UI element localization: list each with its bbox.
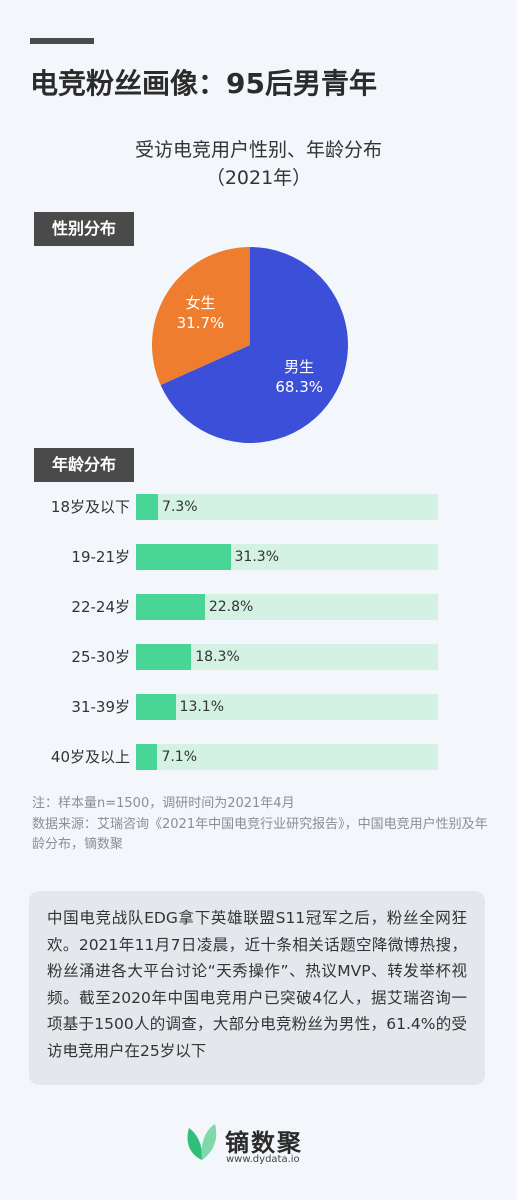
age-category-label: 18岁及以下 [50,498,130,516]
gender-section-tag: 性别分布 [34,212,134,246]
age-value-label: 22.8% [208,599,254,615]
pie-label-value: 68.3% [275,377,323,396]
age-category-label: 31-39岁 [71,698,130,716]
age-bar-track [136,594,438,620]
age-bar [136,544,231,570]
age-bar-track [136,644,438,670]
age-bar [136,744,158,770]
description-text: 中国电竞战队EDG拿下英雄联盟S11冠军之后，粉丝全网狂欢。2021年11月7日… [47,909,467,1060]
title-accent-bar [30,38,94,44]
age-bar-row: 18岁及以下 7.3% [0,494,517,520]
age-category-label: 40岁及以上 [50,748,130,766]
age-value-label: 18.3% [195,649,240,665]
age-value-label: 7.1% [161,749,198,765]
page-title: 电竞粉丝画像：95后男青年 [30,67,377,100]
pie-slice-male [160,247,348,443]
age-category-label: 19-21岁 [71,548,130,566]
age-value-label: 31.3% [234,549,279,565]
age-bar [136,644,192,670]
age-bar [136,694,176,720]
pie-label-name: 男生 [284,357,315,376]
pie-label-female: 女生 31.7% [177,293,225,333]
age-bar [136,494,159,520]
age-bar-track [136,744,438,770]
pie-label-value: 31.7% [176,314,225,333]
gender-pie-chart [152,247,348,443]
description-box: 中国电竞战队EDG拿下英雄联盟S11冠军之后，粉丝全网狂欢。2021年11月7日… [29,891,485,1085]
age-bar-track [136,694,438,720]
age-bar-row: 31-39岁 13.1% [0,694,517,720]
sample-note: 注：样本量n=1500，调研时间为2021年4月 [32,796,295,811]
pie-slice-female [152,247,250,386]
leaf-logo-icon [187,1124,217,1160]
age-bar [136,594,205,620]
brand-name: 镝数聚 [225,1129,303,1157]
source-note: 数据来源：艾瑞咨询《2021年中国电竞行业研究报告》，中国电竞用户性别及年龄分布… [32,817,488,852]
age-category-label: 25-30岁 [71,648,130,666]
age-bar-row: 40岁及以上 7.1% [0,744,517,770]
age-bar-track [136,544,438,570]
age-bar-row: 22-24岁 22.8% [0,594,517,620]
age-section-tag: 年龄分布 [34,448,134,482]
brand-url: www.dydata.io [226,1154,300,1165]
age-bar-row: 19-21岁 31.3% [0,544,517,570]
age-bar-track [136,494,438,520]
age-category-label: 22-24岁 [71,598,130,616]
brand-logo: 镝数聚 www.dydata.io [183,1120,333,1170]
pie-label-name: 女生 [185,294,216,313]
age-value-label: 7.3% [162,499,198,515]
chart-subtitle: （2021年） [205,167,312,189]
age-bar-row: 25-30岁 18.3% [0,644,517,670]
chart-title: 受访电竞用户性别、年龄分布 [134,139,382,161]
age-value-label: 13.1% [179,699,225,715]
pie-label-male: 男生 68.3% [275,357,323,397]
